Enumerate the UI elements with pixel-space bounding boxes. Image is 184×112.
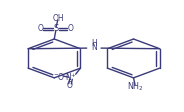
Text: O: O [67, 24, 73, 33]
Text: H: H [91, 39, 97, 48]
Text: S: S [54, 24, 59, 33]
Text: N$^{+}$: N$^{+}$ [65, 71, 77, 83]
Text: OH: OH [52, 14, 64, 23]
Text: N: N [91, 43, 97, 52]
Text: O: O [67, 81, 73, 90]
Text: $^{-}$O: $^{-}$O [53, 71, 65, 82]
Text: O: O [37, 24, 43, 33]
Text: NH$_2$: NH$_2$ [127, 81, 144, 93]
